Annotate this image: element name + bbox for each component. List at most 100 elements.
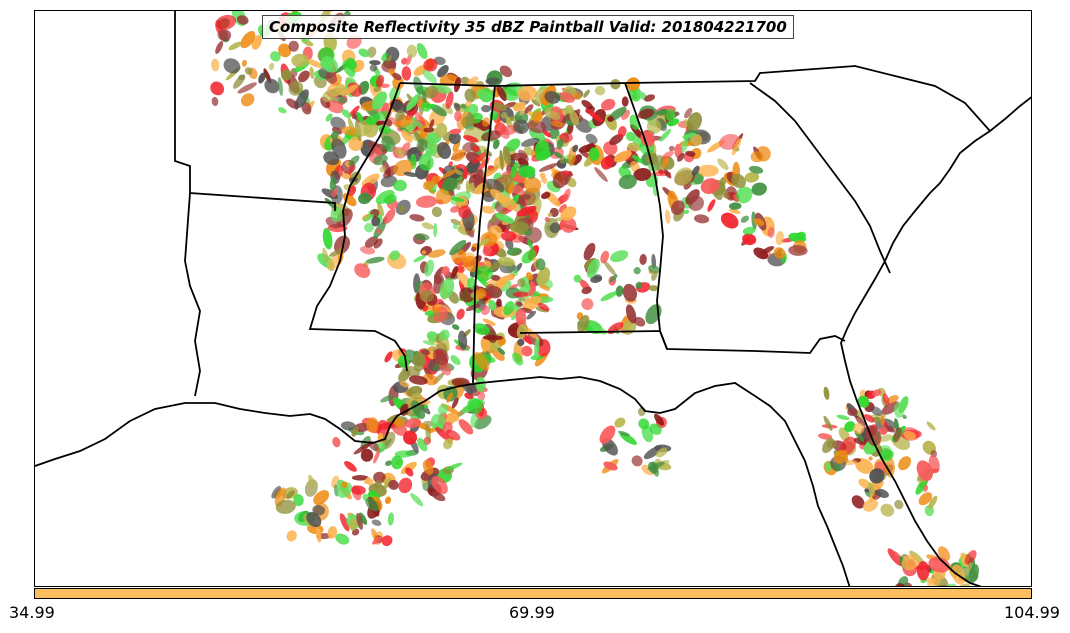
echo-blob xyxy=(439,278,455,299)
echo-blob xyxy=(853,422,865,435)
echo-blob xyxy=(383,194,397,205)
echo-blob xyxy=(634,316,646,327)
echo-blob xyxy=(471,246,477,252)
echo-blob xyxy=(413,76,424,95)
echo-blob xyxy=(688,195,705,211)
echo-blob xyxy=(422,103,437,108)
echo-blob xyxy=(391,100,407,114)
echo-blob xyxy=(344,461,357,472)
echo-blob xyxy=(498,256,516,267)
echo-blob xyxy=(342,60,356,78)
echo-blob xyxy=(476,89,492,102)
echo-blob xyxy=(601,98,616,111)
echo-blob xyxy=(928,495,938,509)
echo-blob xyxy=(385,460,392,466)
echo-blob xyxy=(466,385,473,396)
echo-blob xyxy=(645,153,658,165)
echo-blob xyxy=(358,512,368,525)
echo-blob xyxy=(697,164,719,177)
echo-blob xyxy=(301,101,312,115)
echo-blob xyxy=(468,76,479,86)
echo-blob xyxy=(562,188,571,203)
echo-blob xyxy=(626,77,640,91)
echo-blob xyxy=(356,512,363,530)
echo-blob xyxy=(505,138,521,152)
echo-blob xyxy=(371,519,382,526)
echo-blob xyxy=(677,152,685,162)
echo-blob xyxy=(473,351,490,372)
echo-blob xyxy=(516,323,528,339)
coastline-atlantic xyxy=(840,96,1031,586)
echo-blob xyxy=(384,351,393,363)
echo-blob xyxy=(458,205,472,219)
echo-blob xyxy=(240,30,256,49)
echo-blob xyxy=(915,477,928,495)
echo-blob xyxy=(517,278,526,288)
echo-blob xyxy=(450,205,461,213)
echo-blob xyxy=(497,347,506,355)
echo-blob xyxy=(658,169,664,175)
echo-blob xyxy=(408,375,428,385)
echo-blob xyxy=(411,400,426,420)
echo-blob xyxy=(549,128,560,140)
echo-blob xyxy=(538,283,551,291)
echo-blob xyxy=(522,296,542,311)
echo-blob xyxy=(552,171,568,189)
echo-blob xyxy=(648,285,659,292)
reflectivity-echo-layer xyxy=(210,11,979,586)
echo-blob xyxy=(329,249,343,257)
echo-blob xyxy=(364,222,374,233)
echo-blob xyxy=(341,109,352,119)
echo-blob xyxy=(691,165,700,176)
echo-blob xyxy=(417,437,428,452)
echo-blob xyxy=(463,135,479,143)
echo-blob xyxy=(516,301,523,307)
echo-blob xyxy=(648,461,658,474)
echo-blob xyxy=(233,74,246,89)
echo-blob xyxy=(422,305,429,312)
echo-blob xyxy=(330,130,339,140)
echo-blob xyxy=(325,113,333,122)
border-ar-la xyxy=(184,192,201,397)
echo-blob xyxy=(615,285,624,297)
echo-blob xyxy=(832,462,842,472)
echo-blob xyxy=(373,154,388,166)
echo-blob xyxy=(603,260,617,276)
echo-blob xyxy=(622,283,637,302)
echo-blob xyxy=(389,250,401,261)
echo-blob xyxy=(495,213,515,224)
echo-blob xyxy=(526,310,536,320)
echo-blob xyxy=(844,421,856,433)
echo-blob xyxy=(450,218,461,226)
echo-blob xyxy=(351,113,358,120)
echo-blob xyxy=(403,430,418,445)
echo-blob xyxy=(425,423,431,443)
echo-blob xyxy=(422,70,437,83)
echo-blob xyxy=(674,167,693,186)
echo-blob xyxy=(573,91,582,100)
echo-blob xyxy=(422,340,436,346)
echo-blob xyxy=(433,266,444,280)
echo-blob xyxy=(215,40,224,54)
echo-blob xyxy=(475,376,486,392)
echo-blob xyxy=(547,212,553,217)
echo-blob xyxy=(573,274,582,283)
echo-blob xyxy=(556,138,564,150)
echo-blob xyxy=(532,110,543,123)
echo-blob xyxy=(322,247,329,263)
echo-blob xyxy=(451,397,459,409)
echo-blob xyxy=(375,189,395,205)
echo-blob xyxy=(464,100,472,108)
echo-blob xyxy=(643,445,662,460)
echo-blob xyxy=(516,205,537,217)
echo-blob xyxy=(665,209,671,224)
echo-blob xyxy=(365,256,385,264)
echo-blob xyxy=(507,181,514,196)
echo-blob xyxy=(881,396,888,408)
echo-blob xyxy=(366,417,379,433)
echo-blob xyxy=(875,488,889,498)
echo-blob xyxy=(633,168,652,181)
echo-blob xyxy=(237,82,257,94)
echo-blob xyxy=(422,459,434,475)
echo-blob xyxy=(594,85,606,96)
